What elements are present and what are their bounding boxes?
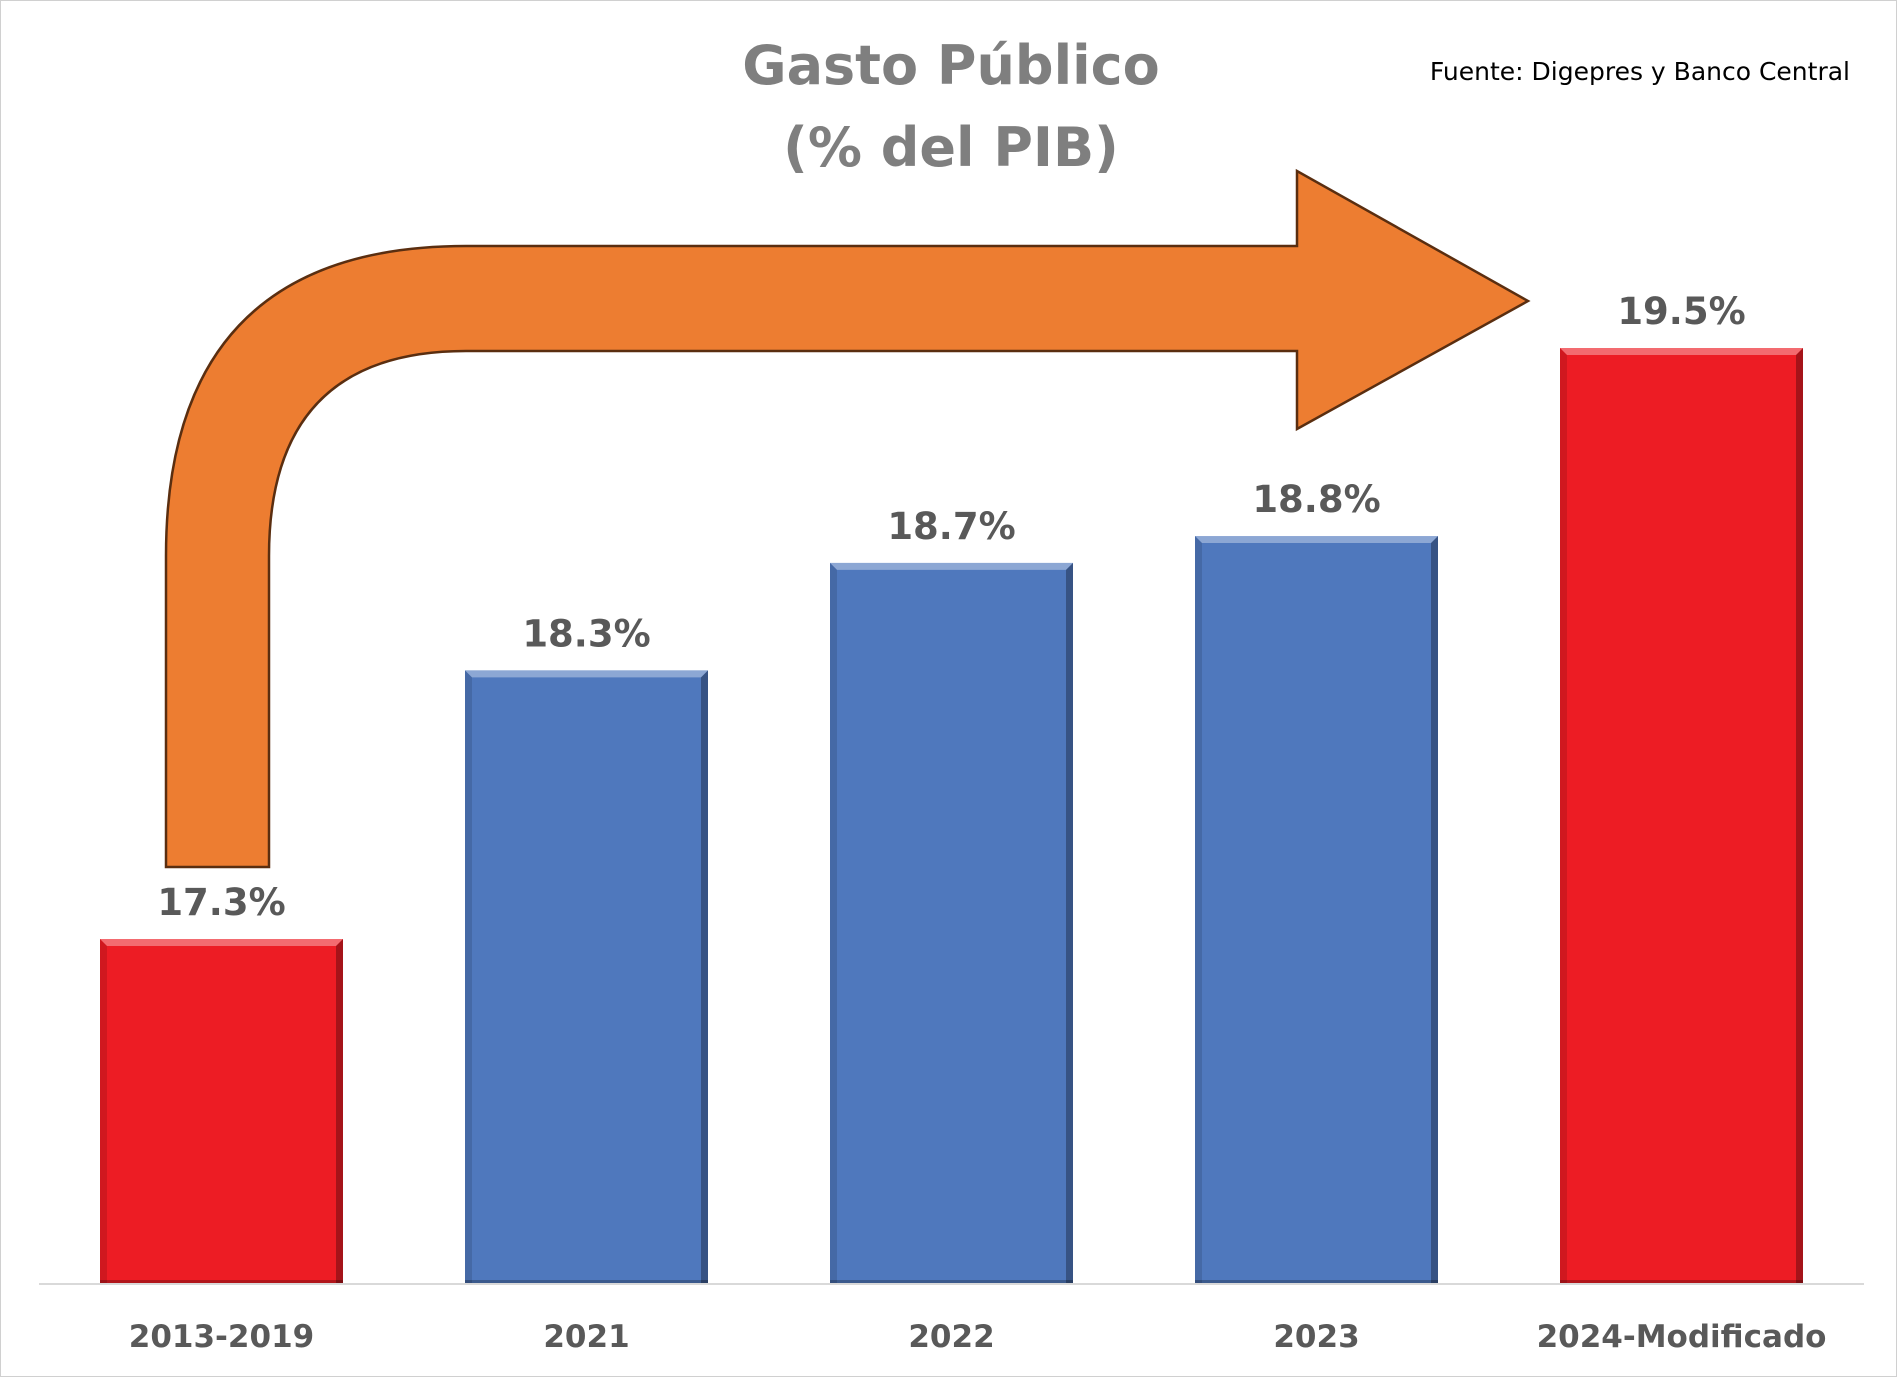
bars-group — [100, 348, 1803, 1284]
bar-rect-2013-2019 — [100, 939, 343, 1284]
data-label-2023: 18.8% — [1252, 478, 1380, 521]
category-label-2013-2019: 2013-2019 — [129, 1319, 314, 1355]
bar-bevel-top — [1195, 536, 1438, 544]
bar-bevel-bottom — [1560, 1280, 1803, 1284]
category-label-2024-modificado: 2024-Modificado — [1537, 1319, 1827, 1355]
bar-bevel-left — [465, 670, 472, 1284]
data-label-2024-modificado: 19.5% — [1617, 290, 1745, 333]
category-label-2021: 2021 — [543, 1319, 629, 1355]
data-label-2022: 18.7% — [887, 505, 1015, 548]
bar-2024-modificado — [1560, 348, 1803, 1284]
chart-subtitle: (% del PIB) — [783, 116, 1119, 179]
bar-bevel-left — [1560, 348, 1567, 1284]
bar-2021 — [465, 670, 708, 1284]
bar-bevel-right — [1066, 562, 1073, 1284]
bar-bevel-left — [1195, 536, 1202, 1284]
bar-bevel-bottom — [1195, 1280, 1438, 1284]
bar-bevel-top — [830, 562, 1073, 570]
bar-bevel-bottom — [830, 1280, 1073, 1284]
data-label-2013-2019: 17.3% — [157, 881, 285, 924]
bar-bevel-right — [336, 939, 343, 1284]
category-label-2022: 2022 — [908, 1319, 994, 1355]
bar-rect-2024-modificado — [1560, 348, 1803, 1284]
category-labels-group: 2013-2019 2021 2022 2023 2024-Modificado — [129, 1319, 1827, 1355]
bar-bevel-bottom — [100, 1280, 343, 1284]
bar-2022 — [830, 562, 1073, 1284]
value-labels-group: 17.3% 18.3% 18.7% 18.8% 19.5% — [157, 290, 1745, 924]
bar-bevel-top — [1560, 348, 1803, 355]
data-label-2021: 18.3% — [522, 612, 650, 655]
bar-bevel-left — [830, 562, 837, 1284]
bar-rect-2023 — [1195, 536, 1438, 1284]
bar-bevel-right — [1796, 348, 1803, 1284]
bar-bevel-top — [465, 670, 708, 678]
bar-2023 — [1195, 536, 1438, 1284]
bar-bevel-bottom — [465, 1280, 708, 1284]
bar-bevel-right — [701, 670, 708, 1284]
bar-rect-2022 — [830, 562, 1073, 1284]
bar-bevel-left — [100, 939, 107, 1284]
bar-bevel-top — [100, 939, 343, 946]
bar-2013-2019 — [100, 939, 343, 1284]
bar-rect-2021 — [465, 670, 708, 1284]
trend-arrow — [164, 168, 1531, 869]
chart-title: Gasto Público — [742, 34, 1159, 97]
category-label-2023: 2023 — [1273, 1319, 1359, 1355]
bar-bevel-right — [1431, 536, 1438, 1284]
source-note: Fuente: Digepres y Banco Central — [1430, 57, 1850, 86]
